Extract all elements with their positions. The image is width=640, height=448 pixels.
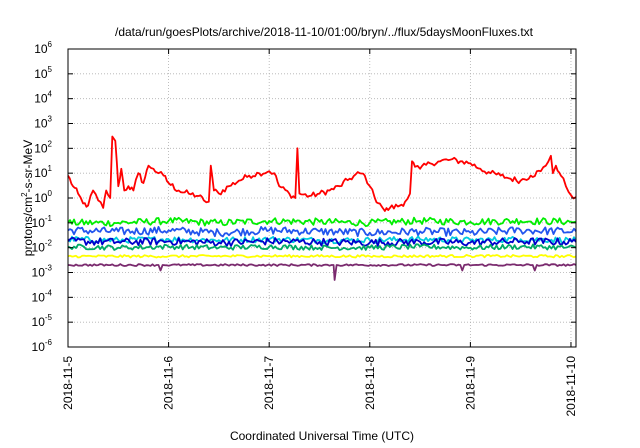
y-tick-exponent: 4 <box>48 90 53 99</box>
series-line-7 <box>67 263 577 281</box>
y-tick-label: 10-5 <box>32 313 53 329</box>
y-axis-label: protons/cm2-s-sr-MeV <box>20 140 35 256</box>
series-line-5 <box>67 243 577 251</box>
y-axis-label-base: protons/cm <box>21 197 35 256</box>
series-line-2 <box>67 226 577 238</box>
chart-title: /data/run/goesPlots/archive/2018-11-10/0… <box>115 25 534 39</box>
y-tick-label: 106 <box>34 40 52 56</box>
x-tick-label: 2018-11-10 <box>564 356 578 417</box>
series-line-0 <box>67 135 577 212</box>
y-tick-exponent: 1 <box>48 164 53 173</box>
y-tick-exponent: 0 <box>48 189 53 198</box>
y-tick-exponent: -3 <box>45 264 53 273</box>
y-tick-base: 10 <box>32 290 46 304</box>
y-tick-label: 10-3 <box>32 264 53 280</box>
y-tick-label: 105 <box>34 65 52 81</box>
y-tick-label: 102 <box>34 139 52 155</box>
y-tick-label: 104 <box>34 90 52 106</box>
y-tick-label: 10-1 <box>32 214 53 230</box>
y-tick-base: 10 <box>34 117 48 131</box>
y-tick-exponent: -2 <box>45 239 53 248</box>
y-tick-exponent: 6 <box>48 40 53 49</box>
y-axis-label-tail: -s-sr-MeV <box>21 140 35 193</box>
series-line-6 <box>67 254 577 259</box>
y-tick-base: 10 <box>34 191 48 205</box>
y-tick-base: 10 <box>32 340 46 354</box>
y-tick-base: 10 <box>34 166 48 180</box>
x-axis-label: Coordinated Universal Time (UTC) <box>230 429 414 443</box>
plot-frame <box>67 48 577 348</box>
y-tick-label: 10-6 <box>32 338 53 354</box>
x-tick-label: 2018-11-5 <box>61 356 75 410</box>
series-line-3 <box>67 235 577 245</box>
y-tick-label: 10-4 <box>32 288 53 304</box>
axis-ticks: 10610510410310210110010-110-210-310-410-… <box>32 40 578 417</box>
y-tick-label: 103 <box>34 115 52 131</box>
y-tick-exponent: -6 <box>45 338 53 347</box>
y-tick-base: 10 <box>34 141 48 155</box>
y-tick-exponent: -1 <box>45 214 53 223</box>
x-tick-label: 2018-11-9 <box>463 356 477 410</box>
y-tick-base: 10 <box>34 67 48 81</box>
y-tick-exponent: -4 <box>45 288 53 297</box>
x-tick-label: 2018-11-8 <box>363 356 377 410</box>
y-tick-label: 100 <box>34 189 52 205</box>
y-tick-base: 10 <box>34 92 48 106</box>
y-tick-exponent: 5 <box>48 65 53 74</box>
y-tick-exponent: 3 <box>48 115 53 124</box>
x-tick-label: 2018-11-6 <box>162 356 176 410</box>
y-tick-base: 10 <box>32 266 46 280</box>
y-tick-base: 10 <box>34 42 48 56</box>
series-line-1 <box>67 216 577 228</box>
y-tick-base: 10 <box>32 241 46 255</box>
data-series <box>67 135 577 281</box>
y-tick-exponent: 2 <box>48 139 53 148</box>
y-tick-label: 101 <box>34 164 52 180</box>
y-tick-label: 10-2 <box>32 239 53 255</box>
y-axis-label-sup: 2 <box>20 192 29 197</box>
gridlines <box>68 49 576 347</box>
series-line-4 <box>67 237 577 247</box>
y-tick-base: 10 <box>32 216 46 230</box>
y-tick-exponent: -5 <box>45 313 53 322</box>
y-tick-base: 10 <box>32 315 46 329</box>
x-tick-label: 2018-11-7 <box>262 356 276 410</box>
